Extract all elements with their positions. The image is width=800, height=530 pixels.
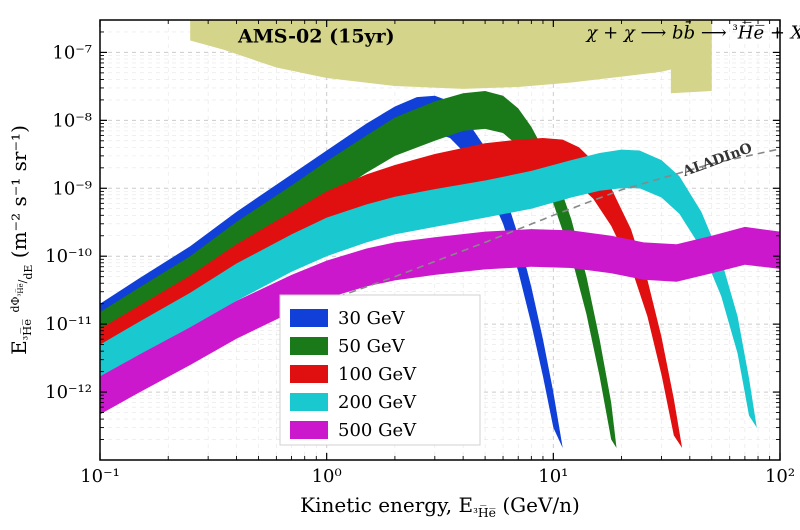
legend-swatch [290, 309, 328, 327]
y-tick-label: 10⁻¹² [45, 382, 92, 403]
legend-swatch [290, 337, 328, 355]
y-tick-label: 10⁻⁸ [52, 110, 92, 131]
y-tick-label: 10⁻⁷ [52, 42, 92, 63]
process-label: χ + χ ⟶ bb̄ ⟶ ³H̅e̅ + X [584, 20, 800, 44]
x-tick-label: 10² [765, 466, 795, 487]
legend-swatch [290, 365, 328, 383]
x-axis-label: Kinetic energy, E³H̅e̅ (GeV/n) [300, 493, 580, 520]
legend-swatch [290, 393, 328, 411]
x-tick-label: 10¹ [538, 466, 568, 487]
y-tick-label: 10⁻¹¹ [45, 314, 92, 335]
legend-label: 500 GeV [338, 420, 417, 441]
legend-label: 50 GeV [338, 336, 406, 357]
y-tick-label: 10⁻¹⁰ [45, 246, 92, 267]
x-tick-label: 10⁰ [312, 466, 342, 487]
legend-label: 200 GeV [338, 392, 417, 413]
legend-label: 30 GeV [338, 308, 406, 329]
ams-label: AMS-02 (15yr) [237, 25, 395, 47]
legend-label: 100 GeV [338, 364, 417, 385]
aladino-label: ALADInO [680, 140, 755, 180]
y-axis-label: E³H̅e̅ dΦ³H̅e̅/dE (m⁻² s⁻¹ sr⁻¹) [7, 125, 35, 355]
chart-svg: ALADInO AMS-02 (15yr) χ + χ ⟶ bb̄ ⟶ ³H̅e̅ … [0, 0, 800, 530]
y-tick-label: 10⁻⁹ [52, 178, 92, 199]
legend-swatch [290, 421, 328, 439]
x-tick-label: 10⁻¹ [80, 466, 120, 487]
chart-figure: ALADInO AMS-02 (15yr) χ + χ ⟶ bb̄ ⟶ ³H̅e̅ … [0, 0, 800, 530]
